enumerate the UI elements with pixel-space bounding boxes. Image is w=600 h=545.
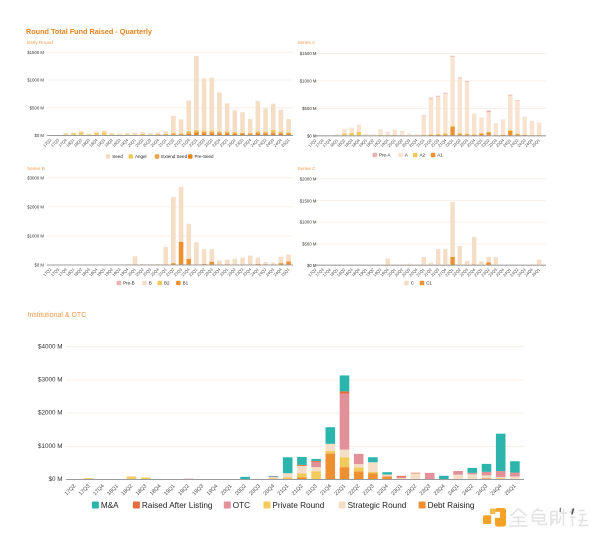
svg-text:Pre-A: Pre-A xyxy=(379,153,391,158)
svg-text:$0 M: $0 M xyxy=(34,133,44,138)
svg-text:Institutional & OTC: Institutional & OTC xyxy=(28,312,87,319)
svg-text:Pre-Seed: Pre-Seed xyxy=(195,154,215,159)
svg-text:B1: B1 xyxy=(183,281,189,286)
svg-text:Private Round: Private Round xyxy=(272,501,324,510)
svg-text:Debt Raising: Debt Raising xyxy=(428,501,475,510)
svg-text:Raised After Listing: Raised After Listing xyxy=(142,501,213,510)
svg-text:$1000 M: $1000 M xyxy=(27,78,44,83)
svg-text:B2: B2 xyxy=(164,281,170,286)
svg-text:$2000 M: $2000 M xyxy=(27,205,44,210)
svg-text:$1000 M: $1000 M xyxy=(300,220,317,225)
svg-text:$2000 M: $2000 M xyxy=(38,410,63,417)
svg-text:A1: A1 xyxy=(437,153,443,158)
svg-text:$500 M: $500 M xyxy=(302,106,317,111)
svg-text:Early Round: Early Round xyxy=(27,40,53,45)
svg-text:$1500 M: $1500 M xyxy=(300,51,317,56)
svg-text:$1000 M: $1000 M xyxy=(38,443,63,450)
svg-text:B: B xyxy=(149,281,152,286)
svg-text:$1500 M: $1500 M xyxy=(300,198,317,203)
svg-text:$1500 M: $1500 M xyxy=(27,50,44,55)
svg-text:Angel: Angel xyxy=(135,154,147,159)
svg-text:A: A xyxy=(405,153,408,158)
svg-text:M&A: M&A xyxy=(101,501,119,510)
svg-text:$3000 M: $3000 M xyxy=(38,377,63,384)
svg-text:$2000 M: $2000 M xyxy=(300,176,317,181)
svg-text:Series A: Series A xyxy=(298,40,316,45)
svg-text:$500 M: $500 M xyxy=(30,105,45,110)
svg-text:$0 M: $0 M xyxy=(34,263,44,268)
svg-text:Pre-B: Pre-B xyxy=(123,281,135,286)
svg-text:Extend Seed: Extend Seed xyxy=(161,154,187,159)
svg-text:Strategic Round: Strategic Round xyxy=(348,501,407,510)
svg-text:$1000 M: $1000 M xyxy=(300,79,317,84)
svg-text:Series C: Series C xyxy=(298,166,317,171)
svg-text:Series B: Series B xyxy=(27,166,45,171)
svg-text:$4000 M: $4000 M xyxy=(38,343,63,350)
svg-text:$3000 M: $3000 M xyxy=(27,176,44,181)
svg-text:OTC: OTC xyxy=(233,501,250,510)
svg-text:C1: C1 xyxy=(426,281,432,286)
svg-text:Seed: Seed xyxy=(112,154,123,159)
svg-text:$500 M: $500 M xyxy=(302,242,317,247)
svg-text:$0 M: $0 M xyxy=(49,476,63,483)
svg-text:A2: A2 xyxy=(420,153,426,158)
svg-text:Round Total Fund Raised - Quar: Round Total Fund Raised - Quarterly xyxy=(26,27,152,36)
svg-text:$1000 M: $1000 M xyxy=(27,234,44,239)
